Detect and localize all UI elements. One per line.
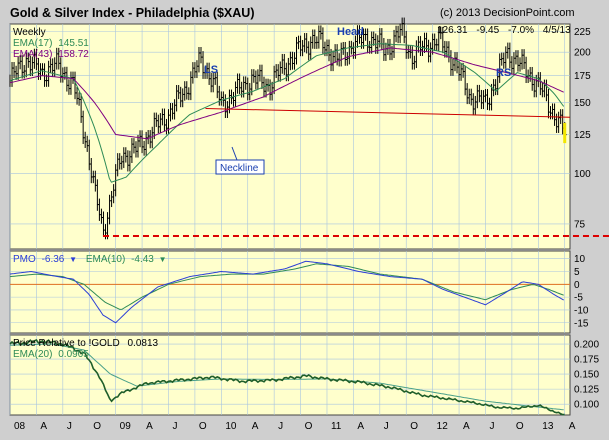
ema17-label: EMA(17): [13, 38, 52, 49]
pmo-ema-value: -4.43: [131, 254, 154, 265]
neckline-pointer: [231, 146, 238, 161]
relative-legend: Price Relative to !GOLD 0.0813: [13, 338, 159, 349]
ema17-line: [9, 43, 565, 183]
y-tick-label: 10: [574, 254, 586, 265]
x-tick-label: 08: [14, 421, 26, 432]
ema43-value: 158.72: [58, 49, 89, 60]
y-tick-label: 0.175: [574, 355, 599, 366]
x-tick-label: 11: [331, 421, 342, 432]
pmo-value: -6.36: [42, 254, 65, 265]
change-value: -9.45: [476, 25, 499, 36]
relative-ema-line: [10, 343, 564, 411]
x-tick-label: 09: [120, 421, 132, 432]
ema43-label: EMA(43): [13, 49, 52, 60]
y-tick-label: 200: [574, 48, 591, 59]
period-label: Weekly: [13, 27, 46, 38]
x-tick-label: J: [384, 421, 389, 432]
x-tick-label: O: [93, 421, 101, 432]
x-tick-label: J: [67, 421, 72, 432]
x-tick-label: 12: [437, 421, 449, 432]
x-tick-label: A: [252, 421, 259, 432]
y-tick-label: 0: [574, 280, 580, 291]
y-tick-label: 175: [574, 71, 591, 82]
y-tick-label: 0.100: [574, 400, 599, 411]
pmo-legend: PMO -6.36 ▼ EMA(10) -4.43 ▼: [13, 254, 167, 265]
pmo-down-arrow-icon: ▼: [69, 255, 77, 264]
relative-value: 0.0813: [128, 338, 159, 349]
relative-line: [9, 339, 565, 416]
ema43-legend: EMA(43) 158.72: [13, 49, 89, 60]
x-tick-label: 13: [542, 421, 554, 432]
x-tick-label: A: [146, 421, 153, 432]
x-tick-label: A: [40, 421, 47, 432]
last-close: 126.31: [437, 25, 468, 36]
chart-title: Gold & Silver Index - Philadelphia ($XAU…: [10, 6, 255, 20]
right-shoulder-label: RS: [496, 67, 511, 79]
y-tick-label: 125: [574, 130, 591, 141]
ema43-line: [9, 47, 564, 140]
neckline-callout-box: [215, 159, 265, 175]
y-tick-label: 0.150: [574, 370, 599, 381]
y-tick-label: 0.125: [574, 385, 599, 396]
pmo-label: PMO: [13, 254, 36, 265]
x-tick-label: O: [516, 421, 524, 432]
x-tick-label: A: [569, 421, 576, 432]
pmo-ema-down-arrow-icon: ▼: [159, 255, 167, 264]
relative-label: Price Relative to !GOLD: [13, 338, 120, 349]
y-tick-label: 75: [574, 219, 586, 230]
pmo-ema-label: EMA(10): [86, 254, 125, 265]
left-shoulder-label: LS: [204, 64, 218, 76]
ema17-value: 145.51: [58, 38, 89, 49]
y-tick-label: 225: [574, 27, 591, 38]
y-tick-label: -15: [574, 318, 589, 329]
tick-labels: 08 A J O 09 A J O 10 A J O 11 A J O 12 A J O 13 A751001251501…: [14, 27, 599, 432]
y-tick-label: 100: [574, 169, 591, 180]
relative-panel: [9, 334, 571, 416]
change-percent: -7.0%: [508, 25, 534, 36]
x-tick-label: A: [463, 421, 470, 432]
relative-ema-legend: EMA(20) 0.0905: [13, 349, 89, 360]
neckline-line: [205, 108, 571, 118]
y-tick-label: 150: [574, 98, 591, 109]
x-tick-label: A: [357, 421, 364, 432]
copyright-text: (c) 2013 DecisionPoint.com: [440, 7, 575, 19]
pmo-line: [9, 260, 564, 324]
header-stats: 126.31 -9.45 -7.0% 4/5/13: [437, 25, 571, 36]
x-tick-label: O: [410, 421, 418, 432]
x-tick-label: J: [489, 421, 494, 432]
y-tick-label: 0.200: [574, 340, 599, 351]
relative-ema-value: 0.0905: [58, 349, 89, 360]
x-tick-label: 10: [225, 421, 237, 432]
neckline-label: Neckline: [220, 163, 259, 174]
last-bar-highlight: [563, 122, 567, 144]
x-tick-label: O: [199, 421, 207, 432]
pmo-signal-line: [9, 263, 564, 310]
x-tick-label: J: [278, 421, 283, 432]
relative-ema-label: EMA(20): [13, 349, 52, 360]
head-label: Head: [337, 26, 364, 38]
x-tick-label: O: [305, 421, 313, 432]
y-tick-label: -10: [574, 305, 589, 316]
header-date: 4/5/13: [543, 25, 571, 36]
chart-marks: [9, 17, 609, 416]
y-tick-label: 5: [574, 267, 580, 278]
x-tick-label: J: [172, 421, 177, 432]
pmo-panel: [9, 250, 571, 334]
y-tick-label: -5: [574, 293, 583, 304]
ema17-legend: EMA(17) 145.51: [13, 38, 89, 49]
